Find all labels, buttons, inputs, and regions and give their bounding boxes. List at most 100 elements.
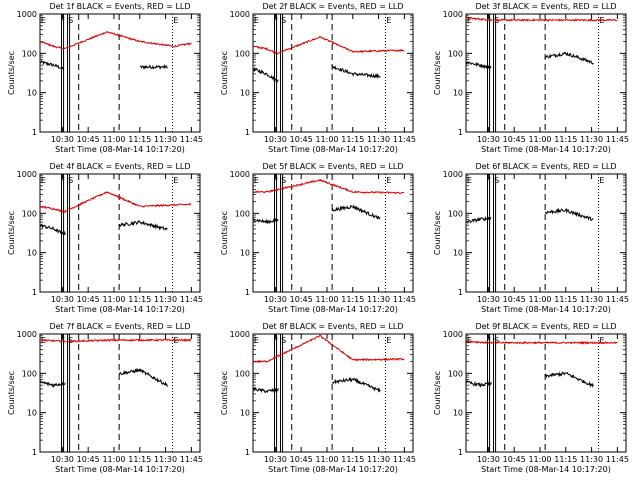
y-tick-label: 1 (458, 128, 463, 137)
marker-letter: E (41, 16, 46, 25)
x-tick-label: 11:45 (606, 295, 629, 304)
x-tick-label: 11:30 (367, 135, 390, 144)
y-axis-label: Counts/sec (433, 211, 442, 255)
lld-series-line (67, 337, 192, 343)
x-tick-label: 11:45 (393, 455, 416, 464)
x-tick-label: 10:45 (77, 135, 100, 144)
x-tick-label: 10:45 (77, 455, 100, 464)
x-tick-label: 11:45 (180, 455, 203, 464)
lld-series-line (39, 205, 67, 214)
marker-letter: S (68, 16, 73, 25)
x-tick-label: 10:30 (477, 295, 500, 304)
y-tick-label: 1 (245, 128, 250, 137)
y-tick-label: 10 (27, 89, 37, 98)
events-series-line (39, 59, 65, 71)
panel-6: Det 6f BLACK = Events, RED = LLD 1 10 100 10… (433, 162, 629, 314)
events-series-line (252, 66, 279, 83)
y-tick-label: 10 (240, 89, 250, 98)
panel-3: Det 3f BLACK = Events, RED = LLD 1 10 100 10… (433, 2, 629, 154)
marker-letter: E (254, 16, 259, 25)
x-axis-label: Start Time (08-Mar-14 10:17:20) (268, 145, 398, 154)
x-tick-label: 11:00 (102, 455, 125, 464)
x-tick-label: 11:45 (606, 135, 629, 144)
events-series-line (465, 61, 492, 70)
lld-series-line (253, 354, 280, 364)
plot-frame (39, 173, 201, 293)
marker-letter: S (281, 336, 286, 345)
events-series-line (39, 223, 66, 236)
events-series-line (544, 371, 594, 388)
x-tick-label: 11:30 (580, 135, 603, 144)
lld-series-line (281, 334, 405, 362)
marker-letter: E (386, 16, 391, 25)
x-tick-label: 10:45 (503, 295, 526, 304)
events-series-line (118, 367, 168, 387)
x-axis-label: Start Time (08-Mar-14 10:17:20) (55, 145, 185, 154)
panel-title: Det 9f BLACK = Events, RED = LLD (475, 322, 616, 331)
x-tick-label: 11:30 (154, 295, 177, 304)
x-tick-label: 10:45 (290, 455, 313, 464)
y-axis-label: Counts/sec (7, 51, 16, 95)
panel-1: Det 1f BLACK = Events, RED = LLD 1 10 100 10… (7, 2, 203, 154)
events-series-line (252, 386, 279, 394)
lld-series-line (66, 46, 69, 49)
x-tick-label: 10:45 (503, 455, 526, 464)
x-tick-label: 11:00 (315, 455, 338, 464)
panel-title: Det 7f BLACK = Events, RED = LLD (49, 322, 190, 331)
y-tick-label: 1000 (443, 170, 463, 179)
x-tick-label: 11:30 (367, 295, 390, 304)
x-tick-label: 11:30 (154, 135, 177, 144)
y-axis-label: Counts/sec (433, 51, 442, 95)
panel-7: Det 7f BLACK = Events, RED = LLD 1 10 100 10… (7, 322, 203, 474)
plot-frame (39, 13, 201, 133)
lld-series-line (465, 16, 493, 22)
marker-letter: E (254, 176, 259, 185)
events-series-line (331, 65, 381, 79)
lld-series-line (280, 178, 405, 195)
marker-letter: E (41, 176, 46, 185)
y-tick-label: 1 (458, 448, 463, 457)
x-tick-label: 10:30 (264, 455, 287, 464)
x-tick-label: 11:30 (580, 295, 603, 304)
marker-letter: E (467, 16, 472, 25)
panel-title: Det 3f BLACK = Events, RED = LLD (475, 2, 616, 11)
lld-series-line (280, 35, 405, 54)
x-tick-label: 10:45 (77, 295, 100, 304)
y-tick-label: 1000 (17, 10, 37, 19)
x-tick-label: 11:45 (606, 455, 629, 464)
panel-9: Det 9f BLACK = Events, RED = LLD 1 10 100 10… (433, 322, 629, 474)
x-axis-label: Start Time (08-Mar-14 10:17:20) (268, 305, 398, 314)
y-axis-label: Counts/sec (220, 371, 229, 415)
y-axis-label: Counts/sec (7, 371, 16, 415)
events-series-line (466, 215, 492, 224)
y-axis-label: Counts/sec (220, 51, 229, 95)
x-tick-label: 11:00 (102, 295, 125, 304)
marker-letter: S (494, 176, 499, 185)
panel-2: Det 2f BLACK = Events, RED = LLD 1 10 100 10… (220, 2, 416, 154)
x-tick-label: 11:00 (528, 135, 551, 144)
y-tick-label: 10 (453, 89, 463, 98)
y-tick-label: 1000 (230, 170, 250, 179)
x-tick-label: 10:30 (477, 455, 500, 464)
x-tick-label: 11:15 (554, 295, 577, 304)
marker-letter: S (494, 336, 499, 345)
panel-title: Det 5f BLACK = Events, RED = LLD (262, 162, 403, 171)
y-tick-label: 10 (27, 249, 37, 258)
x-tick-label: 10:30 (264, 295, 287, 304)
marker-letter: E (173, 176, 178, 185)
marker-letter: S (281, 176, 286, 185)
y-tick-label: 1000 (230, 330, 250, 339)
marker-letter: E (254, 336, 259, 345)
plot-frame (252, 173, 414, 293)
y-tick-label: 1000 (230, 10, 250, 19)
plot-frame (465, 173, 627, 293)
lld-series-line (39, 40, 67, 50)
y-tick-label: 100 (448, 209, 463, 218)
panel-5: Det 5f BLACK = Events, RED = LLD 1 10 100 10… (220, 162, 416, 314)
y-tick-label: 1 (32, 448, 37, 457)
y-axis-label: Counts/sec (433, 371, 442, 415)
marker-letter: F (273, 176, 278, 185)
x-tick-label: 11:45 (393, 135, 416, 144)
x-tick-label: 11:15 (554, 135, 577, 144)
